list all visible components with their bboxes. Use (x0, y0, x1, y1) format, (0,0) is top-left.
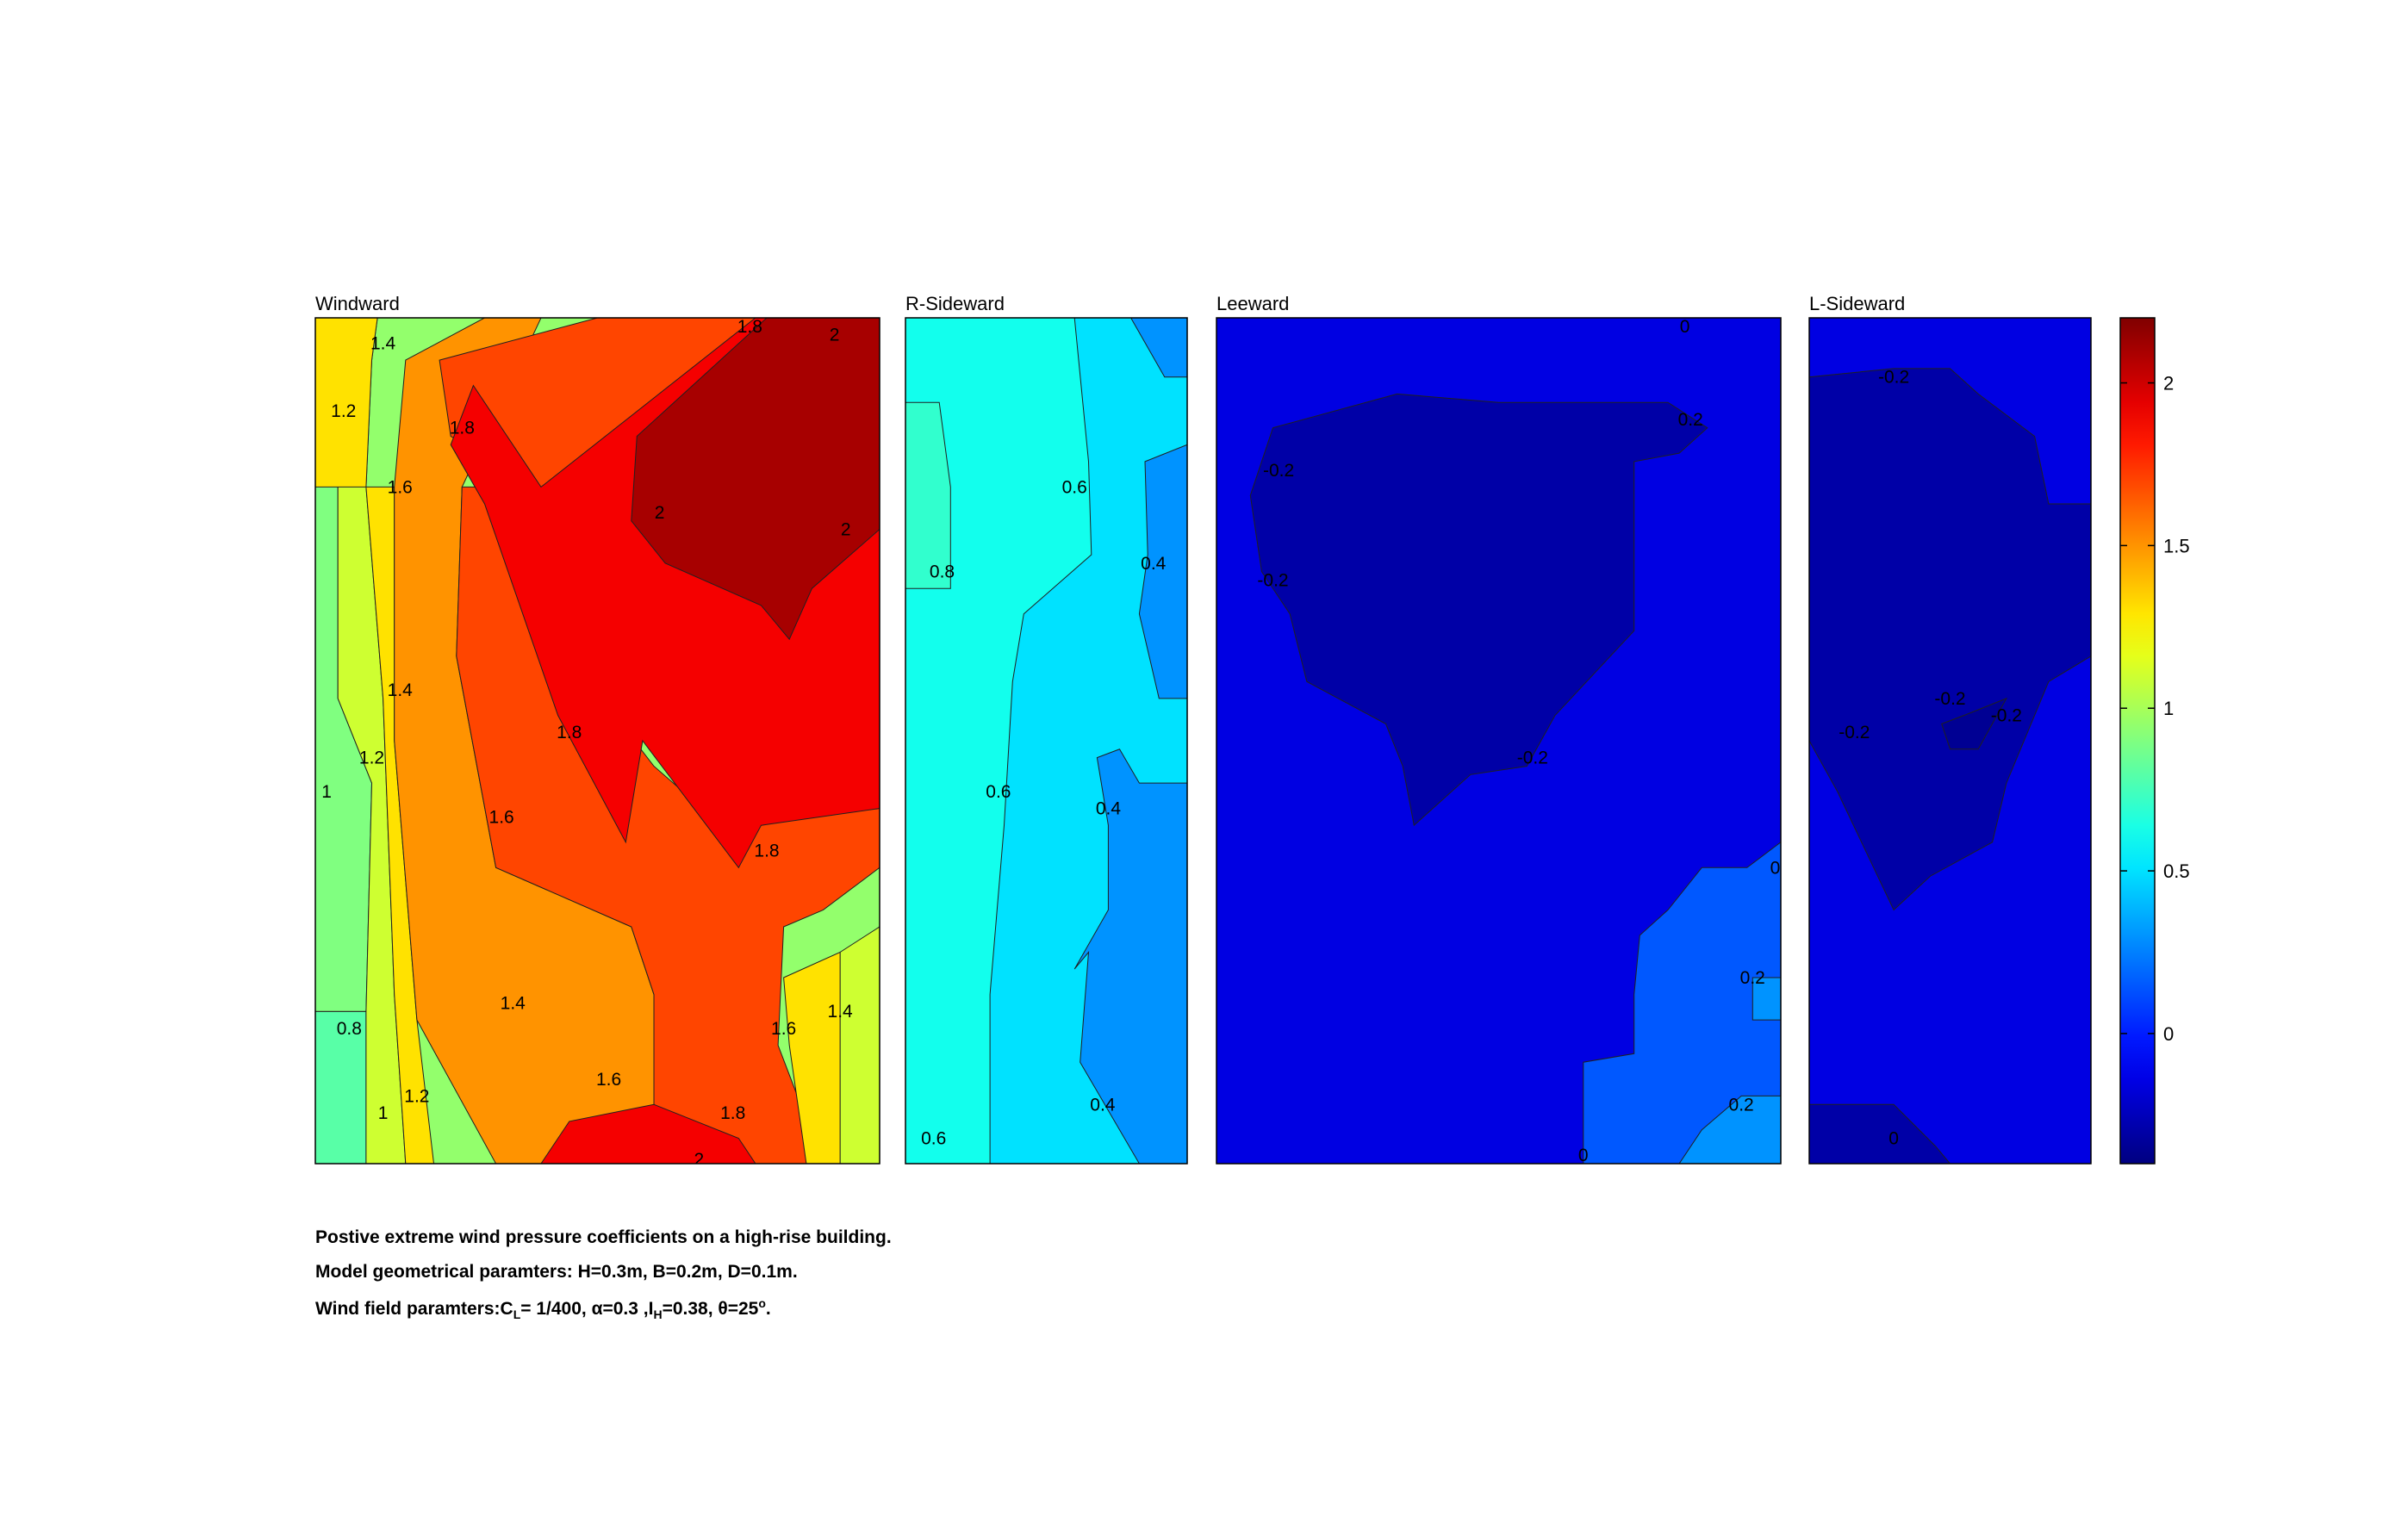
contour-label: 0.4 (1096, 799, 1122, 819)
panel-windward: 1.4 1.2 1.8 1.6 2 2 1.4 1.2 1.8 1 1.6 1.8 1.4 0.8 1.6 1… (314, 293, 880, 1170)
caption-line-1: Postive extreme wind pressure coefficien… (315, 1227, 892, 1247)
contour-label: 0.6 (1062, 477, 1087, 497)
panel-title: L-Sideward (1809, 293, 1905, 314)
colorbar: 0 0.5 1 1.5 2 (2119, 317, 2190, 1165)
contour-label: -0.2 (1839, 723, 1870, 742)
contour-label: 1.6 (771, 1019, 796, 1039)
contour-label: 0.6 (986, 782, 1011, 802)
contour-band (1249, 393, 1708, 827)
panel-frame (1808, 317, 2092, 1165)
contour-band (1809, 1103, 1951, 1164)
contour-band (1752, 977, 1781, 1021)
contour-band (905, 401, 951, 589)
contour-label: 0.8 (337, 1019, 362, 1039)
panel-title: Windward (315, 293, 400, 314)
caption-line-2: Model geometrical paramters: H=0.3m, B=0… (315, 1262, 798, 1282)
contour-band (1583, 842, 1781, 1164)
caption-line-3-prefix: Wind field paramters:C (315, 1299, 513, 1319)
colorbar-tick-label: 1.5 (2163, 535, 2190, 556)
contour-band (1809, 368, 2091, 911)
contour-label: -0.2 (1263, 461, 1294, 481)
contour-label: -0.2 (1517, 748, 1548, 768)
contour-label: 1.2 (331, 401, 356, 421)
contour-band (1130, 318, 1187, 378)
contour-label: 2 (841, 520, 851, 540)
panel-title: R-Sideward (905, 293, 1005, 314)
contour-band (540, 1103, 756, 1164)
contour-label: 2 (694, 1150, 705, 1170)
contour-label: 1.2 (359, 748, 384, 768)
contour-label: 1 (378, 1103, 389, 1123)
contour-label: -0.2 (1878, 368, 1909, 388)
contour-label: 1.8 (720, 1103, 745, 1123)
caption-line-3-suffix: . (765, 1299, 771, 1319)
colorbar-tick-label: 1 (2163, 698, 2174, 719)
panel-l-sideward: -0.2 -0.2 -0.2 -0.2 0 L-Sideward (1808, 293, 2092, 1165)
panel-frame (314, 317, 880, 1165)
caption-line-3-sup: o (758, 1296, 766, 1310)
contour-label: 0.4 (1090, 1095, 1116, 1115)
caption-line-3-sub-h: H (653, 1307, 663, 1322)
contour-label: 1.8 (754, 842, 779, 861)
caption-line-3-mid2: =0.38, θ=25 (662, 1299, 759, 1319)
panel-title: Leeward (1216, 293, 1289, 314)
contour-label: 1.4 (388, 680, 414, 700)
contour-label: 0 (1680, 317, 1690, 337)
contour-label: 1.8 (557, 723, 582, 742)
panel-frame (1216, 317, 1782, 1165)
contour-band (1138, 444, 1187, 699)
panel-frame (905, 317, 1188, 1165)
contour-label: 0.8 (930, 562, 955, 582)
contour-label: -0.2 (1257, 570, 1288, 590)
contour-label: 0.6 (921, 1129, 946, 1149)
caption-line-3: Wind field paramters:CL= 1/400, α=0.3 ,I… (315, 1296, 771, 1321)
colorbar-tick-label: 0.5 (2163, 860, 2190, 882)
contour-band (1073, 748, 1187, 1164)
contour-label: 1 (321, 782, 332, 802)
contour-label: 1.4 (501, 993, 526, 1013)
contour-label: 1.6 (388, 477, 413, 497)
contour-label: 1.8 (737, 317, 762, 337)
contour-label: -0.2 (1934, 689, 1965, 709)
contour-band (631, 318, 880, 641)
colorbar-gradient (2119, 317, 2156, 1165)
contour-label: 1.2 (404, 1086, 429, 1106)
contour-label: 0 (1888, 1129, 1899, 1149)
panel-leeward: 0 0.2 -0.2 -0.2 -0.2 0 0.2 0.2 0 Leeward (1216, 293, 1782, 1165)
colorbar-tick-label: 2 (2163, 373, 2174, 394)
contour-label: 0 (1578, 1146, 1589, 1165)
contour-label: 0.2 (1678, 410, 1703, 430)
contour-label: 1.6 (596, 1070, 621, 1090)
contour-label: 2 (655, 503, 665, 523)
contour-label: 2 (830, 326, 840, 345)
contour-label: -0.2 (1991, 706, 2022, 726)
contour-label: 1.6 (489, 807, 514, 827)
contour-label: 0.2 (1740, 968, 1765, 988)
caption-line-3-mid1: = 1/400, α=0.3 ,I (520, 1299, 654, 1319)
contour-panels: 1.4 1.2 1.8 1.6 2 2 1.4 1.2 1.8 1 1.6 1.8 1.4 0.8 1.6 1… (314, 293, 2092, 1170)
contour-label: 0.4 (1141, 554, 1167, 574)
contour-band (839, 926, 880, 1164)
contour-label: 1.4 (370, 333, 396, 353)
contour-band (1941, 697, 2008, 750)
caption-line-3-sub-l: L (513, 1307, 521, 1322)
contour-band (783, 951, 841, 1164)
colorbar-tick-label: 0 (2163, 1023, 2174, 1045)
contour-band (1678, 1095, 1781, 1164)
contour-label: 0 (1770, 858, 1781, 878)
contour-label: 1.4 (828, 1002, 854, 1022)
panel-r-sideward: 0.6 0.8 0.4 0.6 0.4 0.4 0.6 R-Sideward (905, 293, 1188, 1165)
contour-label: 0.2 (1729, 1095, 1754, 1115)
contour-label: 1.8 (450, 419, 475, 438)
